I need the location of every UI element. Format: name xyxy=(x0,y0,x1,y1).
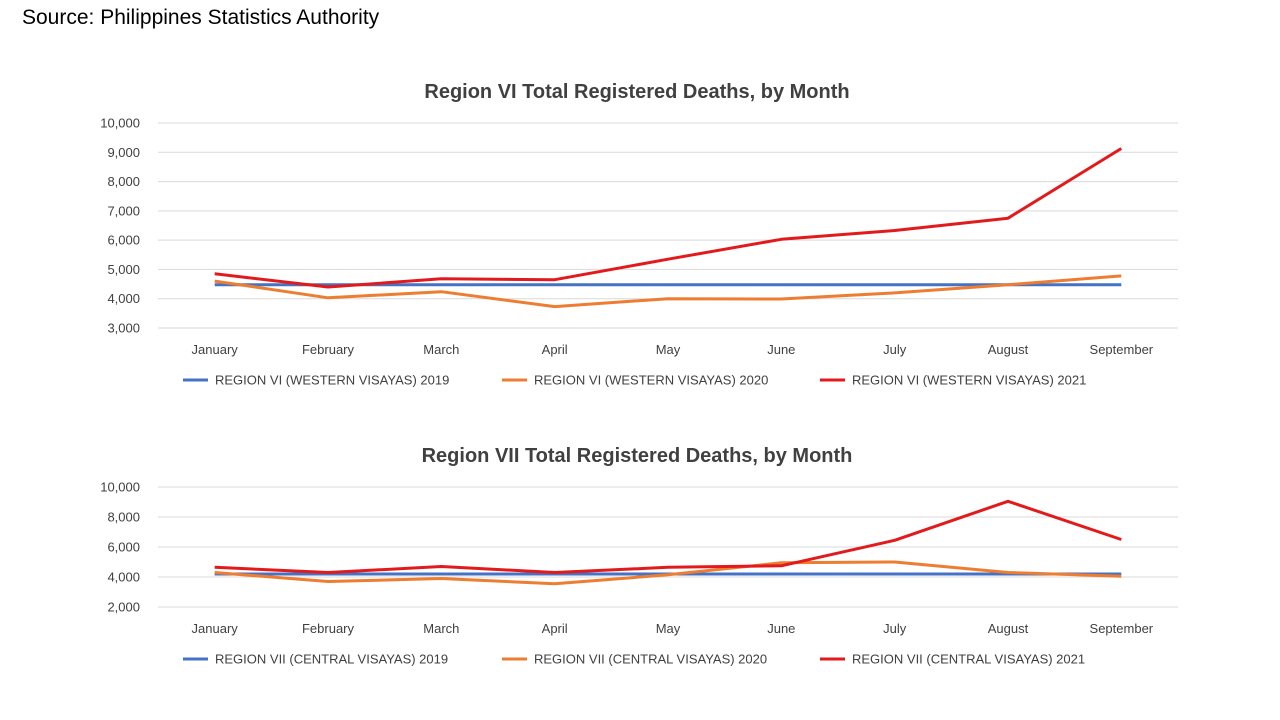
chart-title: Region VII Total Registered Deaths, by M… xyxy=(422,445,853,467)
y-tick-label: 4,000 xyxy=(107,291,140,306)
x-tick-label: May xyxy=(656,342,681,357)
x-tick-label: March xyxy=(423,621,459,636)
y-tick-label: 8,000 xyxy=(107,510,140,525)
legend-label: REGION VII (CENTRAL VISAYAS) 2020 xyxy=(534,652,767,667)
y-tick-label: 10,000 xyxy=(100,480,140,495)
y-tick-label: 3,000 xyxy=(107,321,140,336)
x-tick-label: January xyxy=(192,621,239,636)
series-line-3 xyxy=(214,499,1122,574)
chart-region-vii: Region VII Total Registered Deaths, by M… xyxy=(100,445,1178,667)
x-axis-ticks: January February March April May June July Augu… xyxy=(192,342,1154,357)
y-axis-ticks: 2,000 4,000 6,000 8,000 10,000 xyxy=(100,480,140,615)
series-line-3 xyxy=(214,147,1123,289)
x-tick-label: March xyxy=(423,342,459,357)
y-axis-ticks: 3,000 4,000 5,000 6,000 7,000 8,000 9,000 10,00… xyxy=(100,116,140,336)
x-axis-ticks: January February March April May June July Augu… xyxy=(192,621,1154,636)
y-tick-label: 9,000 xyxy=(107,145,140,160)
x-tick-label: April xyxy=(542,621,568,636)
y-tick-label: 7,000 xyxy=(107,203,140,218)
y-tick-label: 2,000 xyxy=(107,600,140,615)
series-line-2 xyxy=(214,560,1122,586)
x-tick-label: February xyxy=(302,621,355,636)
y-tick-label: 8,000 xyxy=(107,174,140,189)
x-tick-label: June xyxy=(767,342,795,357)
gridlines xyxy=(158,486,1178,608)
x-tick-label: January xyxy=(192,342,239,357)
legend-label: REGION VI (WESTERN VISAYAS) 2020 xyxy=(534,373,768,388)
y-tick-label: 4,000 xyxy=(107,570,140,585)
x-tick-label: February xyxy=(302,342,355,357)
legend-label: REGION VII (CENTRAL VISAYAS) 2021 xyxy=(852,652,1085,667)
series-lines xyxy=(214,147,1123,309)
y-tick-label: 5,000 xyxy=(107,262,140,277)
legend: REGION VI (WESTERN VISAYAS) 2019 REGION V… xyxy=(183,373,1086,388)
legend: REGION VII (CENTRAL VISAYAS) 2019 REGION … xyxy=(183,652,1085,667)
x-tick-label: August xyxy=(988,342,1029,357)
x-tick-label: July xyxy=(883,621,907,636)
legend-label: REGION VI (WESTERN VISAYAS) 2021 xyxy=(852,373,1086,388)
chart-title: Region VI Total Registered Deaths, by Mo… xyxy=(424,81,849,103)
x-tick-label: May xyxy=(656,621,681,636)
x-tick-label: September xyxy=(1090,621,1154,636)
series-lines xyxy=(214,499,1122,586)
y-tick-label: 10,000 xyxy=(100,116,140,131)
x-tick-label: July xyxy=(883,342,907,357)
y-tick-label: 6,000 xyxy=(107,233,140,248)
series-line-2 xyxy=(214,274,1122,309)
x-tick-label: April xyxy=(542,342,568,357)
x-tick-label: June xyxy=(767,621,795,636)
x-tick-label: August xyxy=(988,621,1029,636)
legend-label: REGION VI (WESTERN VISAYAS) 2019 xyxy=(215,373,449,388)
legend-label: REGION VII (CENTRAL VISAYAS) 2019 xyxy=(215,652,448,667)
y-tick-label: 6,000 xyxy=(107,540,140,555)
chart-region-vi: Region VI Total Registered Deaths, by Mo… xyxy=(100,81,1178,388)
x-tick-label: September xyxy=(1090,342,1154,357)
source-caption: Source: Philippines Statistics Authority xyxy=(22,6,380,29)
